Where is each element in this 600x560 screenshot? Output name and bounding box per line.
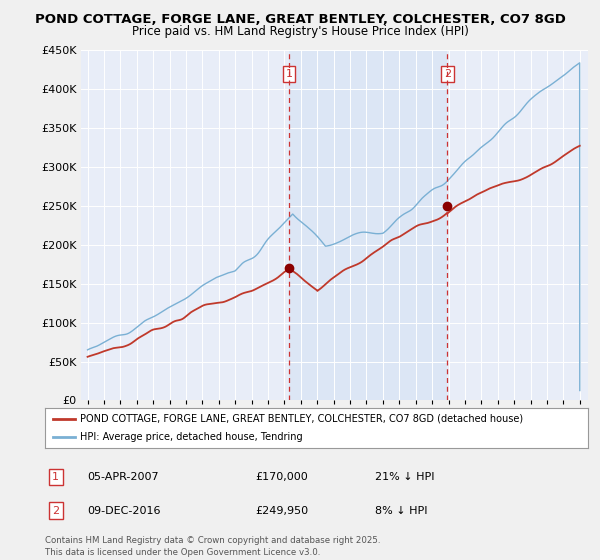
Text: 1: 1 bbox=[286, 69, 292, 79]
Text: 2: 2 bbox=[443, 69, 451, 79]
Text: HPI: Average price, detached house, Tendring: HPI: Average price, detached house, Tend… bbox=[80, 432, 303, 442]
Text: £249,950: £249,950 bbox=[255, 506, 308, 516]
Text: Price paid vs. HM Land Registry's House Price Index (HPI): Price paid vs. HM Land Registry's House … bbox=[131, 25, 469, 38]
Text: £170,000: £170,000 bbox=[255, 472, 308, 482]
Text: 09-DEC-2016: 09-DEC-2016 bbox=[87, 506, 161, 516]
Text: Contains HM Land Registry data © Crown copyright and database right 2025.
This d: Contains HM Land Registry data © Crown c… bbox=[45, 536, 380, 557]
Text: 05-APR-2007: 05-APR-2007 bbox=[87, 472, 158, 482]
Text: 2: 2 bbox=[52, 506, 59, 516]
Text: POND COTTAGE, FORGE LANE, GREAT BENTLEY, COLCHESTER, CO7 8GD: POND COTTAGE, FORGE LANE, GREAT BENTLEY,… bbox=[35, 13, 565, 26]
Bar bbox=[289, 50, 447, 400]
Text: POND COTTAGE, FORGE LANE, GREAT BENTLEY, COLCHESTER, CO7 8GD (detached house): POND COTTAGE, FORGE LANE, GREAT BENTLEY,… bbox=[80, 414, 523, 423]
Text: 21% ↓ HPI: 21% ↓ HPI bbox=[375, 472, 434, 482]
Text: 1: 1 bbox=[52, 472, 59, 482]
Text: 8% ↓ HPI: 8% ↓ HPI bbox=[375, 506, 427, 516]
